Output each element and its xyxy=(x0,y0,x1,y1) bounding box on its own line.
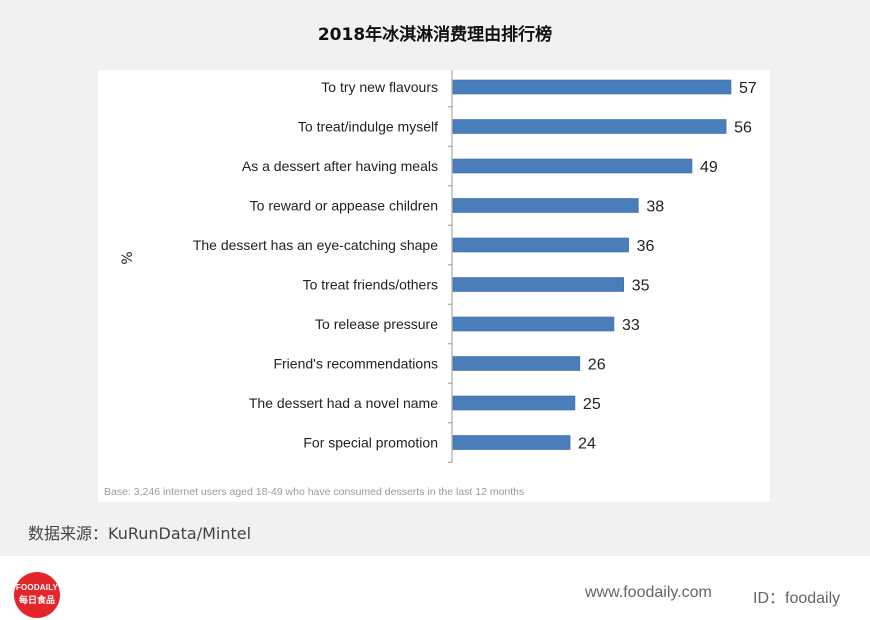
bar xyxy=(452,198,639,213)
logo-text-cn: 每日食品 xyxy=(18,596,55,606)
category-label: To reward or appease children xyxy=(250,198,438,214)
value-label: 57 xyxy=(739,80,757,97)
category-label: The dessert had a novel name xyxy=(249,395,438,411)
chart-title: 2018年冰淇淋消费理由排行榜 xyxy=(317,25,553,45)
value-label: 56 xyxy=(734,120,752,137)
value-label: 25 xyxy=(583,396,601,413)
value-label: 49 xyxy=(700,159,718,176)
category-label: To release pressure xyxy=(315,316,438,332)
value-label: 33 xyxy=(622,317,640,334)
bar xyxy=(452,356,581,371)
category-label: For special promotion xyxy=(303,435,438,451)
bar xyxy=(452,79,732,95)
value-label: 38 xyxy=(646,199,664,216)
category-label: To try new flavours xyxy=(321,79,438,95)
value-label: 26 xyxy=(588,357,606,374)
base-note: Base: 3,246 internet users aged 18-49 wh… xyxy=(104,486,525,498)
y-axis-label: % xyxy=(120,251,136,265)
category-label: As a dessert after having meals xyxy=(242,158,438,174)
footer-bar xyxy=(0,556,870,620)
chart-panel xyxy=(98,70,770,502)
wechat-id: ID：foodaily xyxy=(753,590,841,607)
category-label: To treat/indulge myself xyxy=(298,119,438,135)
bar xyxy=(452,316,615,332)
value-label: 35 xyxy=(632,278,650,295)
category-label: The dessert has an eye-catching shape xyxy=(193,237,438,253)
category-label: Friend's recommendations xyxy=(273,356,438,372)
value-label: 36 xyxy=(637,238,655,255)
data-source: 数据来源：KuRunData/Mintel xyxy=(28,524,252,543)
bar xyxy=(452,119,727,134)
foodaily-logo[interactable]: FOODAILY 每日食品 xyxy=(14,572,60,618)
bar xyxy=(452,158,693,174)
website-link[interactable]: www.foodaily.com xyxy=(585,584,712,601)
bar xyxy=(452,395,576,411)
bar xyxy=(452,237,629,253)
bar xyxy=(452,435,571,450)
bar xyxy=(452,277,625,292)
logo-text-en: FOODAILY xyxy=(15,583,59,592)
value-label: 24 xyxy=(578,436,596,453)
category-label: To treat friends/others xyxy=(303,277,438,293)
